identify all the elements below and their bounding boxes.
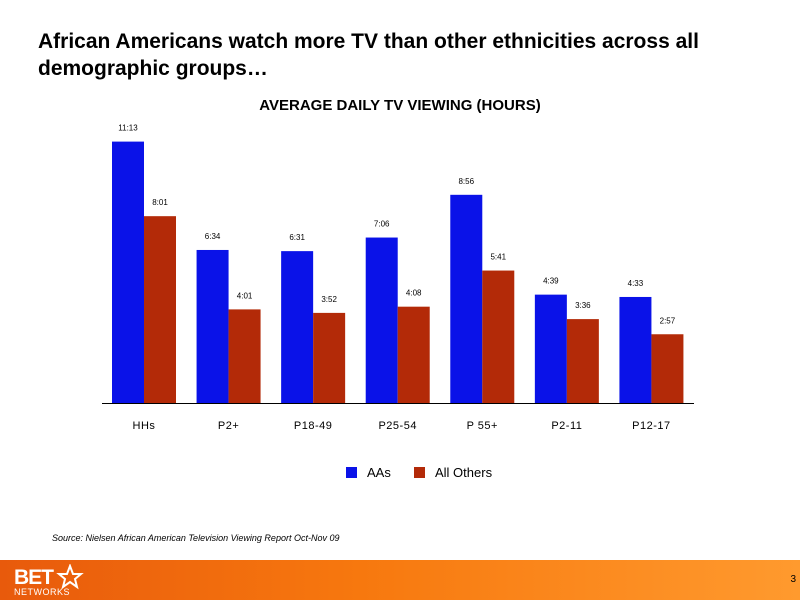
- legend-item-aas: AAs: [346, 463, 391, 481]
- bar-chart: 11:13 8:01 HHs 6:34 4:01 P2+ 6:31 3:52 P18-49 7:0…: [102, 124, 694, 432]
- svg-text:NETWORKS: NETWORKS: [14, 587, 70, 597]
- bar-all-others-5: [566, 319, 599, 403]
- bar-all-others-0: [144, 216, 176, 403]
- svg-text:BET: BET: [14, 566, 54, 589]
- data-label-aas-1: 6:34: [205, 232, 221, 241]
- data-label-aas-6: 4:33: [628, 279, 644, 288]
- footer-bar: BET NETWORKS 3: [0, 560, 800, 600]
- data-label-all-others-6: 2:57: [660, 316, 676, 325]
- bar-all-others-6: [651, 334, 684, 403]
- legend-item-all-others: All Others: [414, 463, 492, 481]
- data-label-all-others-2: 3:52: [321, 295, 337, 304]
- legend-swatch-all-others: [414, 466, 425, 478]
- bar-aas-0: [112, 141, 144, 404]
- bar-aas-3: [365, 237, 398, 403]
- data-label-all-others-3: 4:08: [406, 289, 422, 298]
- source-note: Source: Nielsen African American Televis…: [52, 533, 340, 543]
- bar-all-others-3: [397, 306, 430, 403]
- data-label-all-others-0: 8:01: [152, 198, 168, 207]
- x-tick-label-5: P2-11: [551, 420, 582, 432]
- bar-aas-4: [450, 194, 483, 403]
- bar-aas-2: [281, 251, 314, 403]
- x-tick-label-4: P 55+: [467, 420, 498, 432]
- data-label-aas-3: 7:06: [374, 220, 390, 229]
- x-tick-label-2: P18-49: [294, 420, 332, 432]
- page-headline: African Americans watch more TV than oth…: [38, 30, 699, 80]
- data-label-all-others-4: 5:41: [490, 253, 506, 262]
- data-label-aas-5: 4:39: [543, 277, 559, 286]
- bar-aas-1: [196, 249, 229, 403]
- bet-networks-logo: BET NETWORKS: [14, 564, 84, 597]
- chart-legend: AAs All Others: [0, 463, 800, 481]
- x-tick-label-0: HHs: [133, 420, 156, 432]
- bar-all-others-1: [228, 309, 261, 403]
- page-number: 3: [790, 574, 796, 585]
- bar-aas-6: [619, 296, 652, 403]
- x-tick-label-1: P2+: [218, 420, 239, 432]
- data-label-aas-2: 6:31: [289, 233, 305, 242]
- data-label-all-others-5: 3:36: [575, 301, 591, 310]
- legend-label-aas: AAs: [367, 464, 391, 480]
- legend-swatch-aas: [346, 466, 357, 478]
- x-tick-label-6: P12-17: [632, 420, 670, 432]
- chart-title: AVERAGE DAILY TV VIEWING (HOURS): [259, 97, 541, 114]
- x-tick-label-3: P25-54: [378, 420, 416, 432]
- legend-label-all-others: All Others: [435, 464, 493, 480]
- data-label-aas-0: 11:13: [118, 124, 138, 133]
- bar-all-others-2: [313, 312, 346, 403]
- bar-all-others-4: [482, 270, 515, 403]
- bar-aas-5: [534, 294, 567, 403]
- data-label-all-others-1: 4:01: [237, 291, 253, 300]
- data-label-aas-4: 8:56: [458, 177, 474, 186]
